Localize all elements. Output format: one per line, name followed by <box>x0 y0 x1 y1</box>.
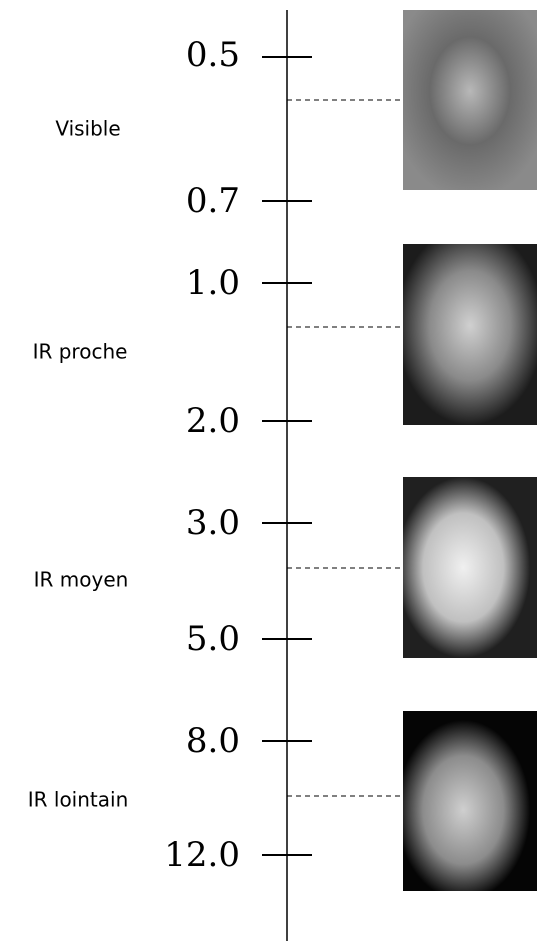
band-label: IR moyen <box>34 568 129 592</box>
tick-label: 3.0 <box>186 503 240 543</box>
tick-label: 8.0 <box>186 721 240 761</box>
tick-label: 12.0 <box>164 835 240 875</box>
page: 0.5 0.7 1.0 2.0 3.0 5.0 8.0 12.0 Visible… <box>0 0 537 941</box>
tick-label: 2.0 <box>186 401 240 441</box>
face-image-mir <box>403 477 537 658</box>
tick-label: 0.5 <box>186 35 240 75</box>
tick-label: 5.0 <box>186 619 240 659</box>
face-image-fir <box>403 711 537 891</box>
band-label: IR lointain <box>28 788 129 812</box>
face-image-nir <box>403 244 537 425</box>
tick-label: 0.7 <box>186 181 240 221</box>
band-label: IR proche <box>33 340 128 364</box>
spectrum-diagram: 0.5 0.7 1.0 2.0 3.0 5.0 8.0 12.0 Visible… <box>0 0 537 941</box>
tick-label: 1.0 <box>186 263 240 303</box>
face-image-visible <box>403 10 537 190</box>
band-label: Visible <box>55 117 120 141</box>
